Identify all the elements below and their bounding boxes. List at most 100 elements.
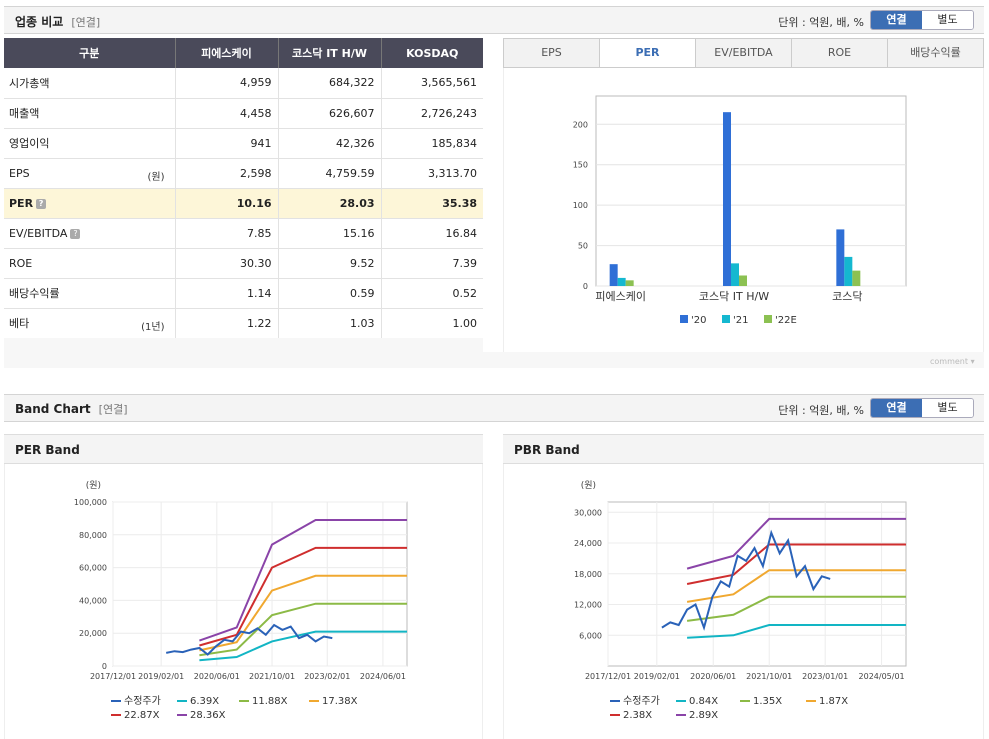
comparison-title: 업종 비교 [연결] [15,15,101,29]
per-bar-chart: 0 50 100 150 200 피에스케이 코스닥 IT H/W 코스닥 '20 '21 '22E [573,95,907,326]
row-label-text: PER [9,196,34,210]
table-cell: 0.52 [380,278,483,309]
series-line [686,517,906,570]
legend-label: '21 [733,315,748,326]
table-row: EPS (원) 2,598 4,759.59 3,313.70 [4,158,483,189]
series-line [686,543,906,585]
row-label: 배당수익률 [4,278,175,309]
table-cell: 4,759.59 [277,158,381,189]
x-tick-label: 2020/06/01 [194,672,240,681]
row-label-text: 영업이익 [9,137,50,150]
table-cell: 3,565,561 [380,68,483,99]
table-cell: 684,322 [277,68,381,99]
y-tick-label: 20,000 [79,629,107,638]
table-cell: 2,726,243 [380,98,483,129]
row-label-text: 베타 [9,317,30,330]
per-chart-panel: 0 50 100 150 200 피에스케이 코스닥 IT H/W 코스닥 '20 '21 '22E [503,68,984,354]
legend-swatch [764,315,772,323]
band-subtitle: [연결] [98,403,128,416]
table-cell: 941 [174,128,278,159]
bar [609,264,618,286]
row-label: EPS (원) [4,158,175,189]
row-label-text: 배당수익률 [9,287,60,300]
table-cell: 28.03 [277,188,381,219]
table-cell: 3,313.70 [380,158,483,189]
table-header-row: 구분 피에스케이 코스닥 IT H/W KOSDAQ [4,38,483,68]
x-tick-label: 2023/02/01 [304,672,350,681]
row-unit-note: (1년) [141,321,165,333]
table-cell: 0.59 [277,278,381,309]
series-line [199,602,407,657]
x-tick-label: 피에스케이 [595,290,646,303]
x-tick-label: 2017/12/01 [585,672,631,681]
help-icon[interactable]: ? [70,228,81,239]
comment-link[interactable]: comment ▾ [930,357,975,366]
tab-dividend-yield[interactable]: 배당수익률 [887,39,983,67]
bar [617,277,626,286]
table-cell: 185,834 [380,128,483,159]
row-label: PER? [4,188,175,219]
bar [731,263,739,286]
bar [852,270,861,286]
legend-label: 1.35X [753,696,782,707]
toggle-consolidated[interactable]: 연결 [871,11,922,29]
tab-roe[interactable]: ROE [791,39,887,67]
tab-per[interactable]: PER [599,39,695,67]
table-cell: 1.22 [174,308,278,339]
legend-label: 0.84X [689,696,718,707]
legend-label: 2.89X [689,710,718,721]
toggle-separate[interactable]: 별도 [922,11,973,29]
per-band-chart: 2017/12/01 2019/02/01 2020/06/01 2021/10/01… [74,480,408,721]
band-toggle: 연결 별도 [870,398,974,418]
legend-swatch [722,315,730,323]
x-tick-label: 2024/05/01 [859,672,905,681]
legend-label: 17.38X [322,696,358,707]
y-tick-label: 30,000 [574,508,602,517]
bar [844,256,853,286]
table-cell: 7.85 [174,218,278,249]
comment-strip [4,352,984,368]
series-line [199,630,407,662]
chevron-down-icon: ▾ [970,357,975,366]
tab-ev-ebitda[interactable]: EV/EBITDA [695,39,791,67]
comparison-header: 업종 비교 [연결] 단위 : 억원, 배, % 연결 별도 [4,6,984,34]
row-label: 시가총액 [4,68,175,99]
band-unit: 단위 : 억원, 배, % [778,404,864,417]
metric-tabs: EPS PER EV/EBITDA ROE 배당수익률 [503,38,984,68]
y-axis-unit: (원) [581,480,596,491]
bar [836,229,845,286]
y-axis-unit: (원) [86,480,101,491]
series-line [199,519,407,642]
help-icon[interactable]: ? [36,198,47,209]
pbr-band-header: PBR Band [503,434,984,464]
per-band-panel: 2017/12/01 2019/02/01 2020/06/01 2021/10/01… [4,464,483,739]
series-line [199,574,407,652]
y-tick-label: 100 [573,201,588,210]
table-footer-strip [4,338,483,352]
table-cell: 4,959 [174,68,278,99]
band-toggle-consolidated[interactable]: 연결 [871,399,922,417]
band-header: Band Chart [연결] 단위 : 억원, 배, % 연결 별도 [4,394,984,422]
series-line [165,623,333,656]
plot-frame [607,501,907,667]
x-tick-label: 2021/10/01 [249,672,295,681]
row-label: 매출액 [4,98,175,129]
table-cell: 626,607 [277,98,381,129]
plot-frame [112,501,408,667]
y-tick-label: 80,000 [79,531,107,540]
row-label: 영업이익 [4,128,175,159]
row-label-text: EV/EBITDA [9,226,68,240]
x-tick-label: 2019/02/01 [138,672,184,681]
table-cell: 9.52 [277,248,381,279]
table-row: PER? 10.16 28.03 35.38 [4,188,483,219]
band-title: Band Chart [연결] [15,402,128,416]
legend-label: 28.36X [190,710,226,721]
tab-eps[interactable]: EPS [504,39,599,67]
y-tick-label: 0 [583,282,588,291]
table-cell: 1.00 [380,308,483,339]
band-toggle-separate[interactable]: 별도 [922,399,973,417]
y-tick-label: 200 [573,120,588,129]
x-tick-label: 코스닥 [832,290,862,303]
per-band-header: PER Band [4,434,483,464]
y-tick-label: 50 [578,242,588,251]
